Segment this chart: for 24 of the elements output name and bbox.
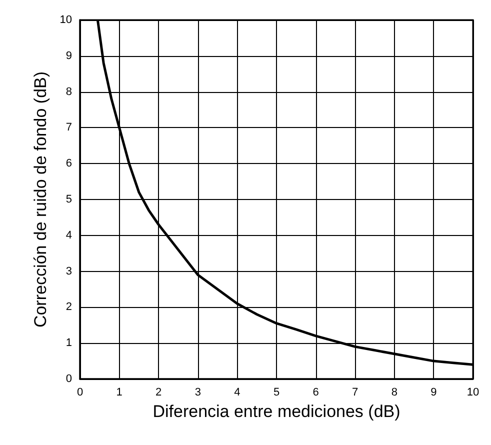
y-tick-label: 1: [66, 337, 72, 350]
y-axis-title: Corrección de ruido de fondo (dB): [30, 71, 50, 328]
x-tick-label: 5: [273, 386, 280, 398]
y-tick-label: 10: [60, 14, 72, 26]
x-tick-label: 2: [156, 386, 162, 398]
x-axis-title: Diferencia entre mediciones (dB): [152, 402, 400, 421]
x-tick-label: 10: [466, 386, 480, 398]
x-tick-label: 0: [76, 386, 84, 398]
x-tick-label: 4: [234, 386, 240, 398]
y-tick-label: 0: [66, 373, 72, 385]
x-tick-label: 7: [352, 386, 358, 398]
y-tick-label: 4: [66, 229, 72, 242]
x-tick-label: 3: [194, 386, 201, 398]
x-tick-label: 8: [391, 386, 398, 398]
y-tick-label: 7: [66, 122, 72, 134]
x-tick-label: 1: [116, 386, 122, 398]
y-tick-label: 2: [66, 301, 72, 314]
x-tick-label: 6: [312, 386, 319, 398]
x-tick-label: 9: [430, 386, 437, 398]
y-tick-label: 6: [66, 158, 72, 170]
y-tick-label: 9: [66, 50, 72, 62]
y-tick-label: 5: [66, 194, 72, 206]
y-tick-label: 8: [66, 86, 72, 98]
y-tick-label: 3: [66, 265, 72, 278]
